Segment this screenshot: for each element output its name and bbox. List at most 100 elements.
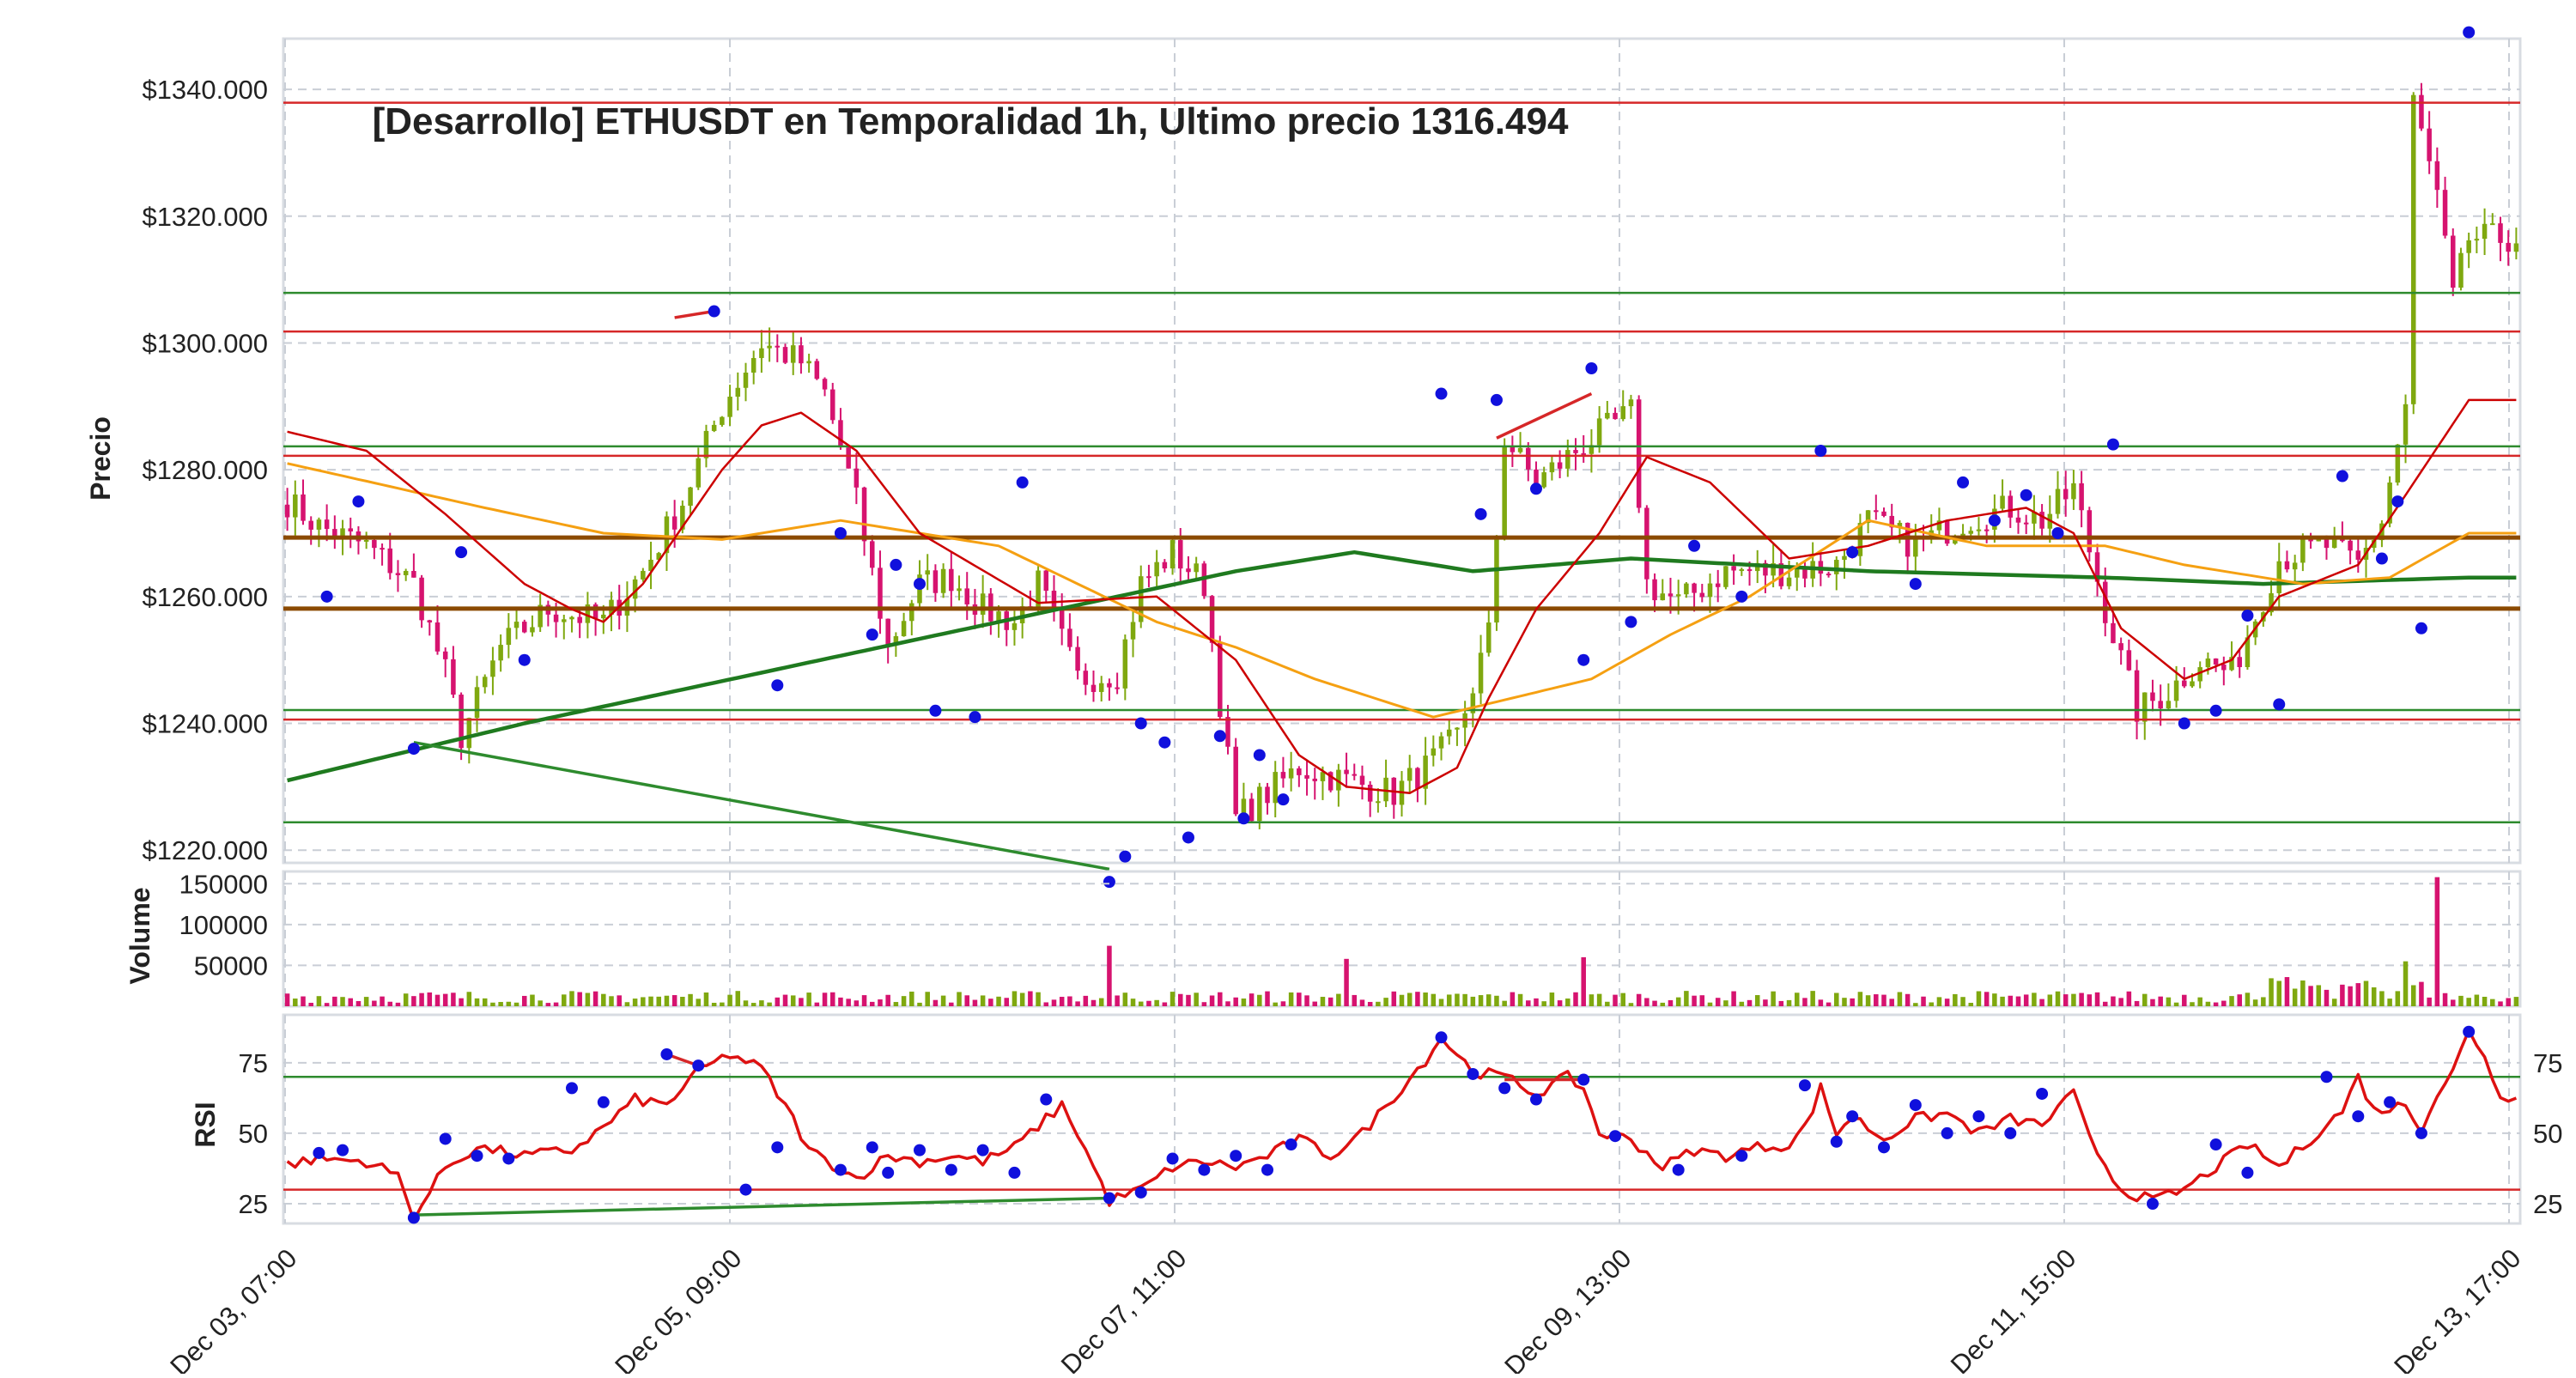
price-tick-label: $1260.000 (142, 582, 268, 612)
candle-body (1336, 769, 1341, 791)
volume-bar (641, 997, 646, 1006)
price-pivot-point (1529, 483, 1542, 495)
volume-bar (988, 999, 993, 1006)
candle-body (1122, 639, 1128, 689)
x-tick-label: Dec 05, 09:00 (609, 1243, 747, 1374)
volume-bar (917, 1002, 922, 1006)
volume-bar (545, 1003, 551, 1006)
candle-body (711, 424, 717, 431)
volume-bar (363, 997, 369, 1006)
volume-bar (1953, 993, 1958, 1006)
volume-bar (1075, 1001, 1080, 1006)
volume-bar (2284, 977, 2290, 1006)
candle-body (1146, 576, 1151, 579)
volume-bar (750, 1003, 756, 1006)
candle-body (2190, 681, 2195, 687)
rsi-pivot-point (471, 1150, 483, 1162)
volume-bar (1028, 991, 1033, 1006)
candle-body (1936, 520, 1942, 531)
candle-body (1485, 622, 1492, 653)
candle-body (1209, 596, 1215, 643)
volume-bar (1541, 1001, 1546, 1006)
rsi-panel-frame (282, 1013, 2522, 1225)
rsi-pivot-point (882, 1166, 895, 1179)
candle-body (878, 568, 883, 619)
volume-bar (656, 996, 661, 1006)
volume-bar (1312, 1001, 1318, 1006)
volume-bar (1115, 995, 1120, 1006)
candle-body (1036, 570, 1041, 609)
candle-body (2182, 680, 2187, 687)
candle-body (1874, 510, 1879, 513)
rsi-pivot-point (1285, 1138, 1297, 1151)
volume-bar (1186, 994, 1191, 1006)
candle-body (1288, 768, 1294, 779)
volume-bar (680, 997, 685, 1006)
candle-body (1233, 746, 1238, 815)
volume-bar (1201, 1002, 1207, 1006)
volume-bar (1146, 1000, 1151, 1006)
candle-body (1494, 539, 1499, 623)
volume-bar (1502, 1000, 1507, 1006)
candle-body (743, 373, 749, 388)
volume-bar (901, 996, 907, 1006)
volume-bar (2403, 961, 2409, 1006)
candle-body (893, 635, 899, 645)
volume-bar (1660, 1002, 1666, 1006)
candle-body (2316, 539, 2322, 542)
candle-body (1526, 447, 1531, 470)
candle-body (1383, 777, 1388, 802)
volume-bar (355, 1000, 361, 1006)
price-trend-line (674, 309, 714, 319)
candle-body (2221, 665, 2227, 671)
price-pivot-point (1735, 590, 1748, 603)
volume-bar (562, 994, 567, 1006)
volume-panel: 50000 100000 150000 (179, 869, 2522, 1008)
candle-body (2284, 561, 2290, 570)
volume-bar (885, 994, 890, 1006)
candle-body (2308, 538, 2313, 542)
candle-body (569, 616, 574, 620)
candle-body (2300, 538, 2306, 563)
candle-body (1327, 772, 1334, 791)
candle-body (870, 541, 875, 568)
volume-bar (648, 996, 653, 1006)
volume-bar (1960, 997, 1965, 1006)
volume-bar (1857, 992, 1863, 1006)
volume-bar (2419, 981, 2424, 1006)
rsi-pivot-point (313, 1146, 325, 1159)
candle-body (2158, 701, 2163, 709)
candle-body (1944, 520, 1950, 544)
volume-bar (1494, 995, 1499, 1006)
candle-body (577, 616, 582, 623)
volume-bar (2229, 996, 2234, 1006)
candle-body (332, 529, 337, 539)
volume-bar (1036, 992, 1041, 1006)
volume-bar (1620, 993, 1625, 1006)
volume-bar (2506, 998, 2511, 1006)
volume-bar (1154, 999, 1159, 1006)
volume-bar (2166, 997, 2172, 1006)
candle-body (419, 577, 424, 621)
volume-bar (933, 999, 939, 1006)
candle-body (2245, 637, 2251, 667)
volume-bar (696, 999, 702, 1006)
rsi-pivot-point (1103, 1192, 1115, 1205)
candle-body (1715, 583, 1721, 587)
volume-bar (2039, 999, 2044, 1006)
volume-bar (2466, 998, 2471, 1006)
volume-bar (2190, 1002, 2195, 1006)
volume-bar (878, 999, 883, 1006)
volume-bar (2032, 993, 2037, 1006)
price-pivot-point (834, 527, 847, 539)
volume-bar (1130, 999, 1136, 1006)
volume-bar (1786, 999, 1792, 1006)
volume-bar (964, 995, 969, 1006)
price-pivot-point (969, 711, 981, 724)
volume-bar (735, 991, 741, 1006)
candle-body (1273, 772, 1278, 804)
candle-body (806, 361, 811, 364)
candle-body (1067, 628, 1072, 647)
candle-body (735, 387, 741, 398)
candle-body (782, 347, 788, 363)
